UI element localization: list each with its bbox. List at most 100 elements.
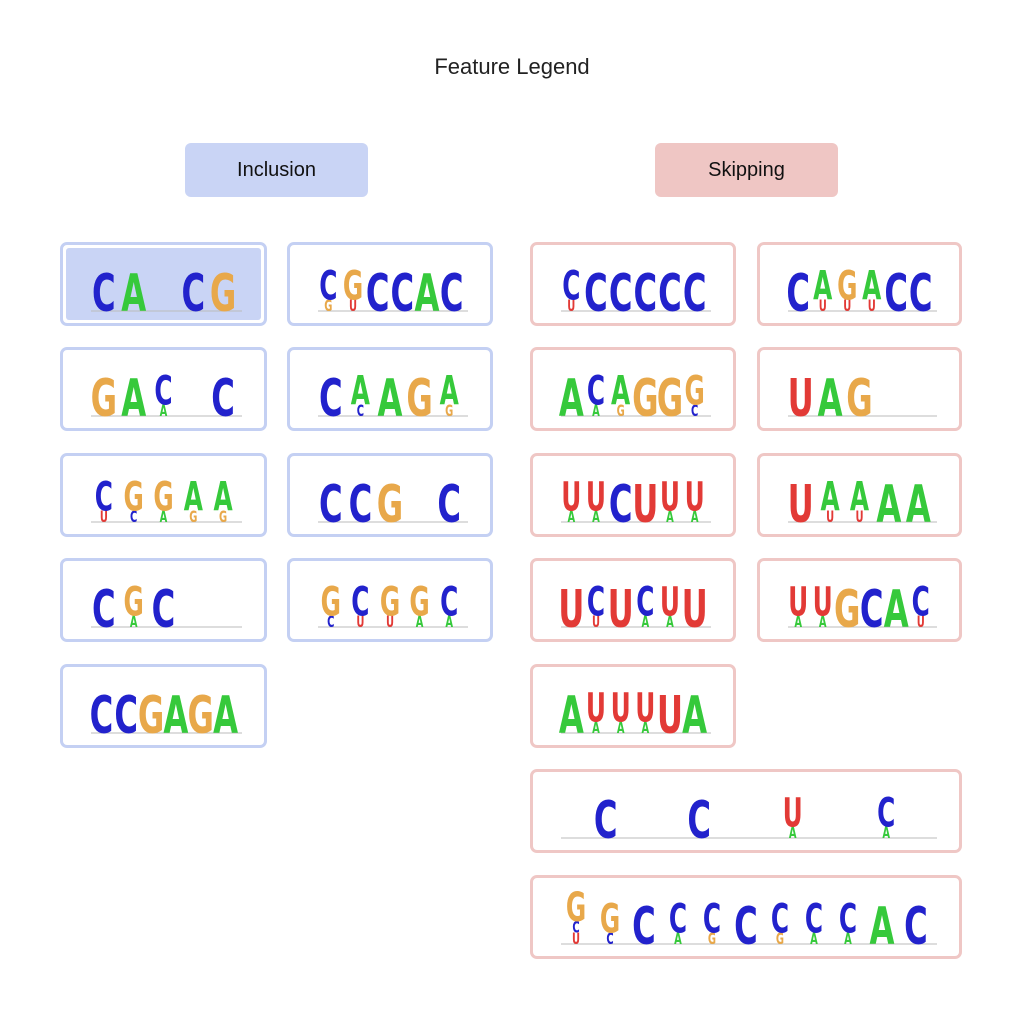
logo-letter-A: A — [592, 509, 600, 527]
logo-letter-C: C — [839, 895, 857, 942]
logo-letter-U: U — [843, 298, 851, 316]
logo-letter-A: A — [592, 720, 600, 738]
logo-letter-U: U — [632, 475, 658, 534]
sequence-logo: A AU AU AU U A — [559, 684, 711, 745]
logo-letter-A: A — [813, 262, 832, 309]
logo-letter-C: C — [669, 895, 687, 942]
logo-letter-A: A — [351, 367, 370, 414]
logo-letter-C: C — [319, 369, 343, 428]
logo-letter-U: U — [868, 298, 876, 316]
sequence-logo: C UA UG UA C C — [786, 262, 937, 323]
logo-letter-C: C — [703, 895, 721, 942]
logo-letter-C: C — [92, 580, 116, 639]
logo-letter-A: A — [160, 509, 168, 527]
logo-letter-U: U — [356, 614, 364, 632]
logo-letter-G: G — [600, 895, 620, 942]
logo-letter-A: A — [121, 264, 146, 323]
logo-letter-U: U — [819, 298, 827, 316]
logo-letter-C: C — [440, 578, 458, 625]
logo-letter-C: C — [130, 509, 137, 527]
logo-letter-G: G — [189, 509, 197, 527]
logo-letter-C: C — [114, 686, 138, 745]
logo-letter-C: C — [211, 369, 235, 428]
logo-letter-U: U — [917, 614, 925, 632]
logo-letter-G: G — [834, 580, 860, 639]
logo-letter-G: G — [91, 369, 117, 428]
logo-letter-C: C — [319, 475, 343, 534]
logo-letter-G: G — [409, 578, 429, 625]
logo-letter-A: A — [184, 473, 203, 520]
logo-letter-C: C — [357, 403, 364, 421]
logo-letter-C: C — [349, 475, 373, 534]
inclusion-header-label: Inclusion — [237, 159, 316, 181]
logo-letter-C: C — [904, 897, 928, 956]
logo-letter-A: A — [160, 403, 168, 421]
logo-letter-A: A — [641, 720, 649, 738]
logo-letter-A: A — [641, 614, 649, 632]
logo-letter-U: U — [682, 580, 708, 639]
sequence-logo: C CA A G GA — [318, 367, 468, 428]
logo-letter-U: U — [586, 684, 606, 731]
logo-letter-C: C — [884, 264, 908, 323]
logo-letter-G: G — [321, 578, 341, 625]
logo-letter-C: C — [658, 264, 682, 323]
logo-letter-C: C — [687, 791, 711, 850]
sequence-logo: C C AU AC — [561, 789, 937, 850]
logo-letter-C: C — [327, 614, 334, 632]
logo-letter-U: U — [685, 473, 705, 520]
logo-letter-A: A — [666, 509, 674, 527]
logo-letter-A: A — [567, 509, 575, 527]
logo-letter-A: A — [416, 614, 424, 632]
skipping-header: Skipping — [655, 143, 838, 197]
sequence-logo: U UC U AC AU U — [558, 578, 711, 639]
logo-letter-U: U — [783, 789, 803, 836]
logo-letter-C: C — [587, 367, 605, 414]
logo-letter-A: A — [794, 614, 802, 632]
logo-letter-C: C — [319, 262, 337, 309]
sequence-logo: U UA UA A A — [788, 473, 937, 534]
logo-letter-C: C — [636, 578, 654, 625]
logo-letter-A: A — [810, 931, 818, 949]
logo-letter-C: C — [584, 264, 608, 323]
logo-letter-C: C — [587, 578, 605, 625]
logo-letter-C: C — [181, 264, 205, 323]
logo-letter-C: C — [437, 475, 461, 534]
sequence-logo: UC C C C C C — [561, 262, 711, 323]
logo-letter-C: C — [572, 919, 579, 937]
logo-letter-C: C — [440, 264, 464, 323]
logo-letter-A: A — [682, 686, 707, 745]
sequence-logo: GC UG C C A C — [318, 262, 468, 323]
logo-letter-A: A — [819, 614, 827, 632]
logo-letter-U: U — [611, 684, 631, 731]
logo-letter-G: G — [846, 369, 872, 428]
logo-letter-A: A — [440, 367, 459, 414]
logo-letter-A: A — [906, 475, 931, 534]
logo-letter-A: A — [850, 473, 869, 520]
logo-letter-C: C — [771, 895, 789, 942]
logo-letter-U: U — [660, 578, 680, 625]
